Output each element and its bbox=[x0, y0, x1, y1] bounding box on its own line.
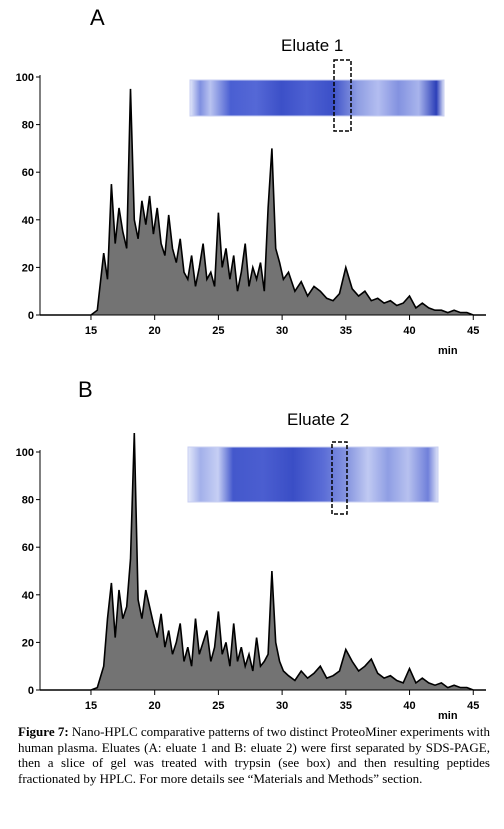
chromatogram-area-a bbox=[40, 88, 486, 316]
x-tick-label-a: 30 bbox=[276, 325, 288, 337]
caption-label: Figure 7: bbox=[18, 724, 69, 739]
x-tick-label-b: 25 bbox=[212, 700, 224, 712]
gel-lane-border-b bbox=[187, 446, 439, 503]
x-tick-label-a: 20 bbox=[149, 325, 161, 337]
y-tick-label-b: 80 bbox=[22, 495, 34, 507]
x-tick-label-a: 35 bbox=[340, 325, 352, 337]
y-tick-label-b: 20 bbox=[22, 637, 34, 649]
y-tick-label-a: 60 bbox=[22, 167, 34, 179]
panel-letter-b: B bbox=[78, 377, 93, 402]
y-tick-label-a: 40 bbox=[22, 215, 34, 227]
y-tick-label-a: 20 bbox=[22, 262, 34, 274]
figure-caption: Figure 7: Nano-HPLC comparative patterns… bbox=[18, 724, 490, 786]
x-tick-label-b: 30 bbox=[276, 700, 288, 712]
gel-title-a: Eluate 1 bbox=[281, 36, 343, 55]
excised-slice-box-b bbox=[331, 441, 348, 515]
x-unit-label-a: min bbox=[438, 345, 458, 357]
gel-strip-a bbox=[189, 59, 445, 132]
x-tick-label-a: 45 bbox=[467, 325, 479, 337]
x-tick-label-b: 20 bbox=[149, 700, 161, 712]
panel-letter-a: A bbox=[90, 5, 105, 30]
gel-strip-b bbox=[187, 441, 439, 515]
x-tick-label-a: 40 bbox=[403, 325, 415, 337]
gel-lane-b bbox=[188, 447, 438, 502]
x-tick-label-b: 45 bbox=[467, 700, 479, 712]
x-tick-label-b: 40 bbox=[403, 700, 415, 712]
y-tick-label-b: 0 bbox=[28, 685, 34, 697]
y-tick-label-b: 60 bbox=[22, 542, 34, 554]
excised-slice-box-a bbox=[333, 59, 352, 132]
y-tick-label-a: 100 bbox=[16, 72, 34, 84]
caption-text: Nano-HPLC comparative patterns of two di… bbox=[18, 724, 490, 786]
gel-lane-a bbox=[190, 80, 444, 116]
y-tick-label-a: 80 bbox=[22, 120, 34, 132]
chromatogram-area-b bbox=[40, 433, 486, 690]
chromatogram-b: 0 20 40 60 80 100 15 20 25 30 35 40 45 bbox=[16, 432, 486, 712]
chromatogram-a: 0 20 40 60 80 100 15 20 25 30 35 40 45 bbox=[16, 72, 486, 337]
chart-panel-b: B Eluate 2 0 20 40 60 80 100 15 20 25 30 35 40 45 mi… bbox=[16, 377, 486, 720]
y-tick-label-a: 0 bbox=[28, 310, 34, 322]
x-tick-label-a: 25 bbox=[212, 325, 224, 337]
chromatogram-trace-a bbox=[40, 88, 486, 316]
x-tick-label-b: 15 bbox=[85, 700, 97, 712]
chart-panel-a: A Eluate 1 0 20 40 60 80 100 15 20 25 30 35 40 45 mi… bbox=[16, 5, 486, 357]
y-tick-label-b: 40 bbox=[22, 590, 34, 602]
x-unit-label-b: min bbox=[438, 710, 458, 720]
figure-canvas: A Eluate 1 0 20 40 60 80 100 15 20 25 30 35 40 45 mi… bbox=[16, 5, 486, 720]
x-tick-label-b: 35 bbox=[340, 700, 352, 712]
gel-title-b: Eluate 2 bbox=[287, 410, 349, 429]
gel-lane-border-a bbox=[189, 79, 445, 117]
x-tick-label-a: 15 bbox=[85, 325, 97, 337]
y-tick-label-b: 100 bbox=[16, 447, 34, 459]
